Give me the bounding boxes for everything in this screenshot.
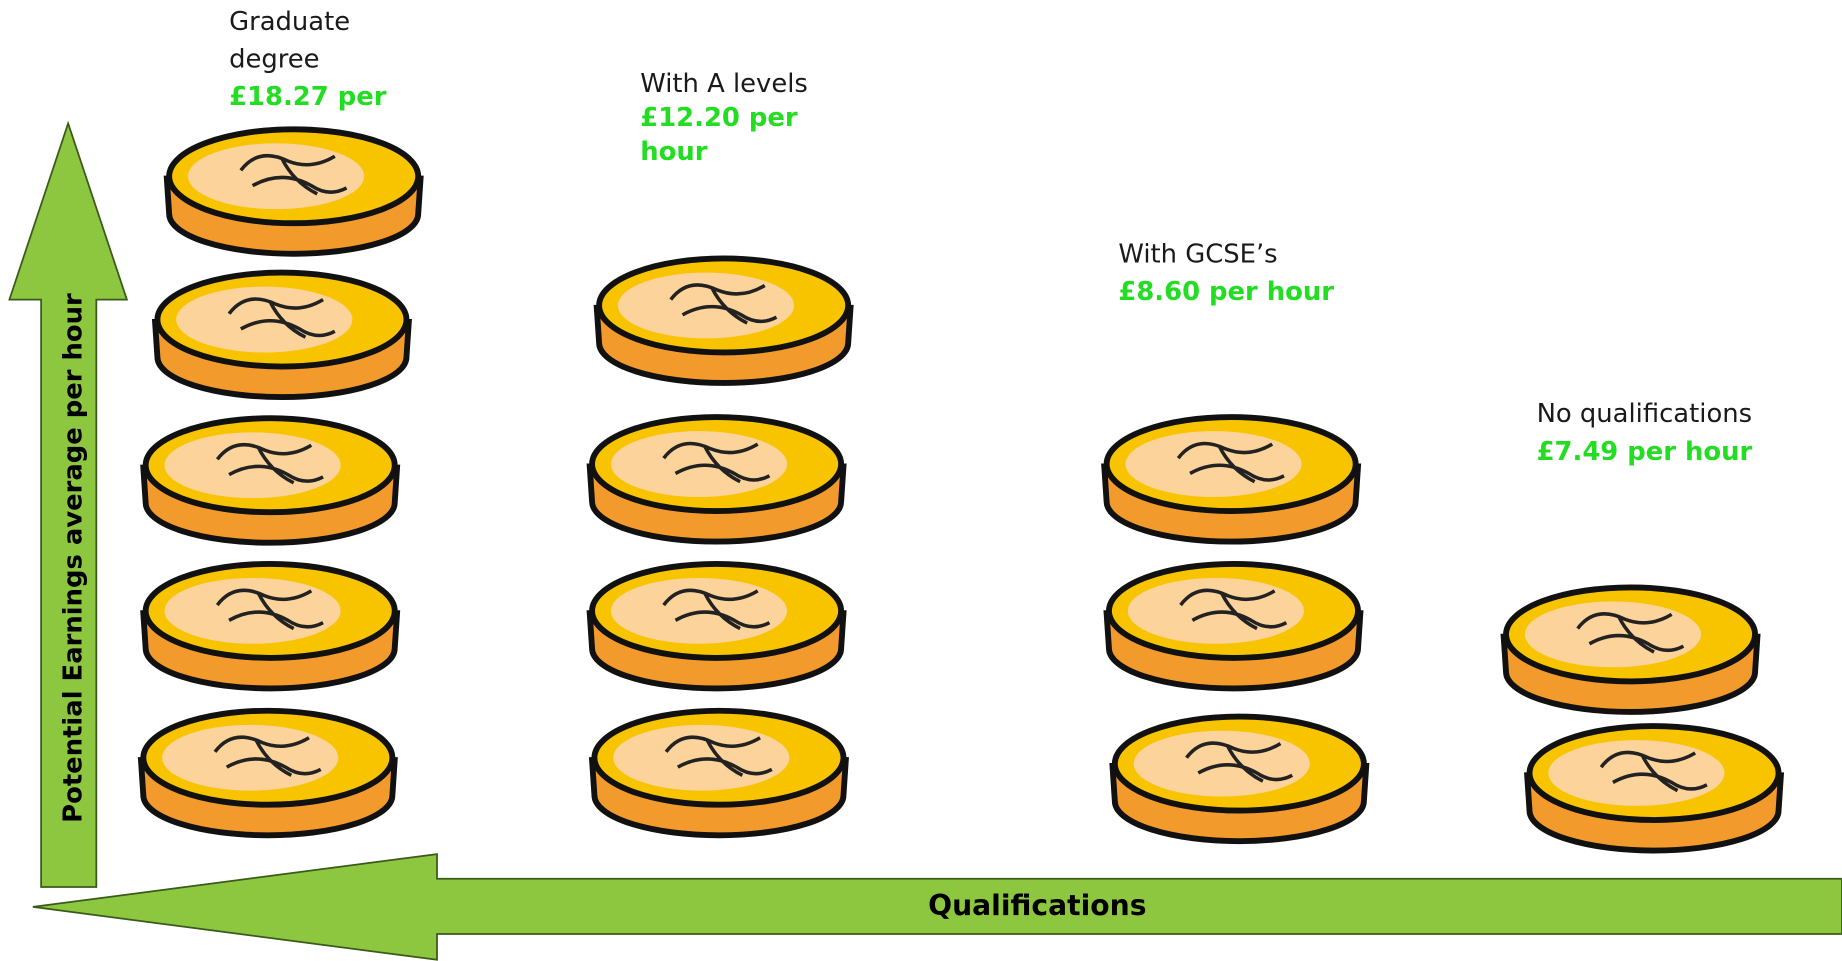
coin	[143, 418, 397, 543]
coin	[155, 273, 409, 398]
coins	[141, 129, 1781, 850]
coin	[592, 711, 846, 836]
coin	[143, 564, 397, 689]
coin	[590, 564, 844, 689]
group-earnings: £8.60 per hour	[1118, 277, 1334, 307]
infographic: Potential Earnings average per hour Qual…	[0, 0, 1842, 961]
coin	[141, 711, 395, 836]
group-label: With GCSE’s	[1118, 239, 1277, 269]
coin	[590, 417, 844, 542]
group-earnings: £12.20 per	[640, 103, 798, 133]
coin	[1504, 587, 1758, 712]
coin	[1107, 564, 1361, 689]
group-label: No qualifications	[1537, 399, 1753, 429]
coin	[597, 258, 851, 383]
coin	[1527, 726, 1781, 851]
group-label: With A levels	[640, 69, 808, 99]
group-earnings: hour	[640, 137, 708, 167]
coin	[1104, 417, 1358, 542]
group-label: degree	[229, 44, 320, 74]
group-earnings: £7.49 per hour	[1537, 437, 1753, 467]
y-axis-label: Potential Earnings average per hour	[59, 293, 89, 823]
group-label: Graduate	[229, 7, 350, 37]
coin	[1112, 717, 1366, 842]
x-axis-label: Qualifications	[928, 889, 1146, 922]
group-earnings: £18.27 per	[229, 82, 387, 112]
coin	[167, 129, 421, 254]
